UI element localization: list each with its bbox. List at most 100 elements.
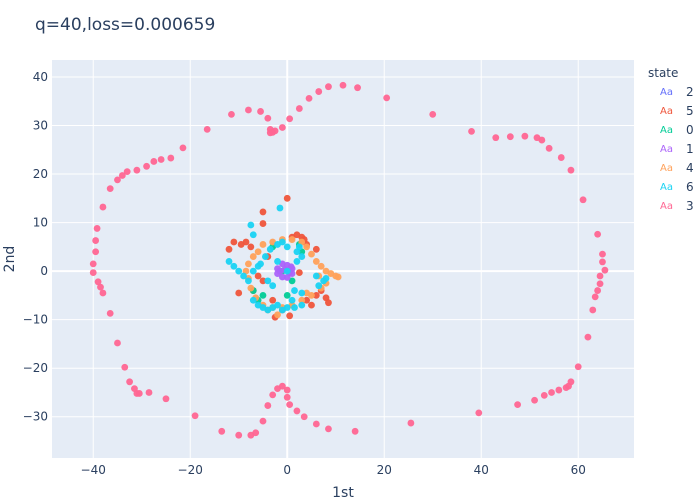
data-point	[264, 277, 272, 285]
data-point	[298, 253, 306, 260]
data-point	[286, 115, 294, 123]
data-point	[514, 401, 521, 409]
data-point	[266, 245, 274, 253]
data-point	[312, 258, 320, 265]
data-point	[218, 427, 226, 435]
data-point	[315, 282, 323, 290]
legend-label: 0	[686, 123, 694, 137]
legend-item-1[interactable]: Aa 1	[660, 142, 694, 156]
legend-item-0[interactable]: Aa 0	[660, 123, 694, 137]
data-point	[245, 277, 252, 285]
legend-marker-icon: Aa	[660, 87, 673, 98]
data-point	[288, 236, 296, 243]
legend-item-2[interactable]: Aa 2	[660, 85, 694, 99]
data-point	[540, 391, 548, 399]
legend-item-6[interactable]: Aa 6	[660, 180, 694, 194]
data-point	[99, 289, 107, 297]
data-point	[601, 266, 609, 274]
data-point	[235, 267, 243, 275]
data-point	[99, 203, 107, 211]
data-point	[308, 301, 315, 309]
data-point	[94, 278, 102, 286]
data-point	[254, 272, 262, 280]
x-tick-label: 60	[571, 463, 586, 477]
data-point	[334, 273, 342, 281]
data-point	[123, 168, 131, 176]
data-point	[312, 292, 320, 299]
data-point	[269, 282, 277, 290]
data-point	[545, 144, 553, 152]
data-point	[584, 333, 592, 341]
data-point	[271, 127, 279, 135]
legend-item-3[interactable]: Aa 3	[660, 199, 694, 213]
data-point	[276, 204, 284, 212]
x-tick-label: −20	[178, 463, 203, 477]
data-point	[567, 166, 575, 174]
data-point	[179, 144, 187, 152]
data-point	[114, 339, 121, 347]
data-point	[259, 417, 267, 425]
legend-marker-icon: Aa	[660, 106, 673, 117]
data-point	[247, 221, 255, 229]
x-tick-labels: −40 −20 0 20 40 60	[81, 463, 586, 477]
grid	[52, 60, 634, 458]
data-point	[298, 296, 306, 304]
data-point	[531, 396, 538, 404]
data-point	[245, 106, 252, 114]
y-tick-label: 10	[33, 216, 48, 230]
data-point	[283, 304, 291, 311]
legend-label: 4	[686, 161, 694, 175]
data-point	[167, 154, 175, 162]
data-point	[92, 248, 100, 256]
y-tick-label: −30	[23, 410, 48, 424]
legend-item-4[interactable]: Aa 4	[660, 161, 694, 175]
data-point	[97, 283, 104, 291]
data-point	[303, 243, 311, 251]
data-point	[315, 88, 323, 95]
data-point	[262, 253, 269, 260]
data-point	[599, 250, 606, 258]
data-point	[249, 296, 257, 304]
data-point	[325, 299, 332, 307]
data-point	[468, 127, 475, 135]
x-axis-label: 1st	[332, 485, 354, 500]
data-point	[92, 237, 100, 244]
legend-item-5[interactable]: Aa 5	[660, 104, 694, 118]
data-point	[287, 263, 295, 271]
data-point	[298, 301, 306, 309]
data-point	[293, 258, 301, 265]
data-point	[295, 243, 303, 251]
data-point	[283, 267, 291, 275]
y-tick-label: 20	[33, 167, 48, 181]
data-point	[521, 132, 529, 140]
y-axis-label: 2nd	[2, 246, 18, 273]
data-point	[596, 272, 604, 280]
data-point	[225, 245, 233, 253]
data-point	[276, 267, 284, 275]
data-point	[312, 272, 320, 280]
data-point	[325, 425, 332, 433]
data-point	[133, 166, 141, 174]
legend-title: state	[648, 66, 678, 80]
data-point	[295, 105, 303, 112]
data-point	[274, 241, 281, 248]
legend-marker-icon: Aa	[660, 182, 673, 193]
data-point	[322, 275, 330, 282]
data-point	[269, 296, 277, 304]
data-point	[429, 110, 437, 118]
legend-label: 5	[686, 104, 694, 118]
data-point	[538, 136, 546, 144]
x-tick-label: 20	[377, 463, 392, 477]
x-tick-label: 40	[474, 463, 489, 477]
chart-title: q=40,loss=0.000659	[35, 15, 215, 35]
data-point	[293, 407, 301, 415]
data-point	[274, 258, 281, 265]
data-point	[247, 284, 255, 292]
legend-marker-icon: Aa	[660, 125, 673, 136]
data-point	[252, 429, 260, 437]
data-point	[269, 391, 277, 399]
data-point	[291, 304, 298, 311]
data-point	[249, 253, 257, 260]
data-point	[264, 114, 272, 122]
